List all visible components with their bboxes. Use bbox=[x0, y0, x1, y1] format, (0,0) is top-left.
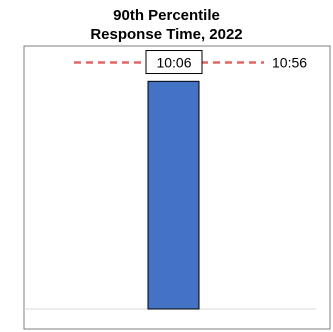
chart-title-line-1: 90th Percentile bbox=[113, 7, 220, 24]
chart-title-line-2: Response Time, 2022 bbox=[90, 26, 243, 43]
bar-value-label-box bbox=[145, 50, 203, 75]
bar bbox=[147, 80, 200, 310]
reference-line-label: 10:56 bbox=[272, 55, 307, 71]
bar-value-label: 10:06 bbox=[156, 55, 191, 71]
